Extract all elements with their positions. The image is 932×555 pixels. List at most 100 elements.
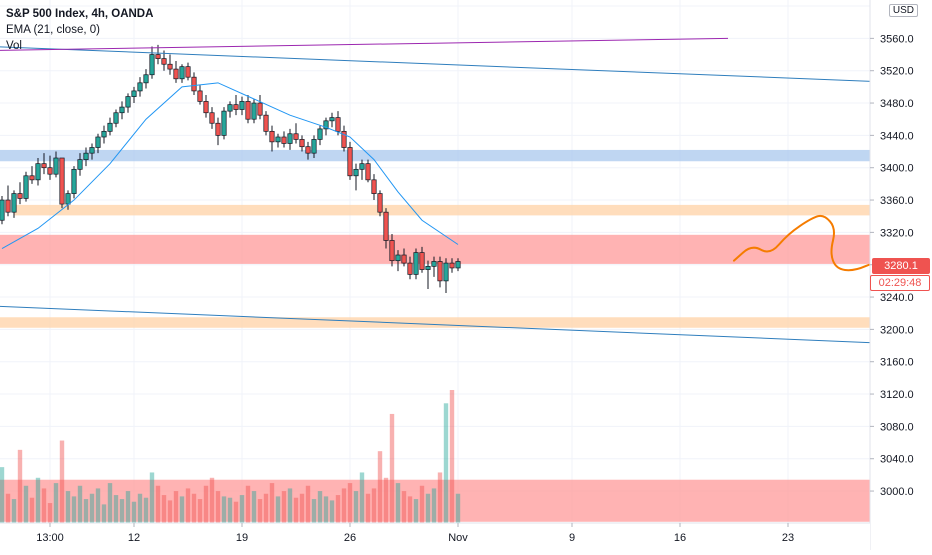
candle-body xyxy=(383,211,389,241)
volume-bar xyxy=(401,491,407,523)
zone-rect xyxy=(0,149,870,162)
volume-bar xyxy=(281,491,287,523)
price-tick-label: 3160.0 xyxy=(880,357,914,369)
price-tick-label: 3320.0 xyxy=(880,227,914,239)
candle-body xyxy=(317,128,323,140)
zone-rect xyxy=(0,234,870,264)
volume-bar xyxy=(221,496,227,523)
legend-symbol[interactable]: S&P 500 Index, 4h, OANDA xyxy=(6,8,154,20)
volume-bar xyxy=(107,483,113,523)
candle-body xyxy=(125,96,131,108)
candle-body xyxy=(305,146,311,154)
price-tick-label: 3240.0 xyxy=(880,292,914,304)
candle-body xyxy=(443,262,449,282)
volume-bar xyxy=(389,413,395,523)
volume-bar xyxy=(407,496,413,523)
volume-bar xyxy=(149,472,155,523)
volume-bar xyxy=(137,493,143,523)
time-tick-label: 23 xyxy=(782,532,794,544)
candle-body xyxy=(47,167,53,175)
candle-body xyxy=(371,179,377,194)
volume-bar xyxy=(245,485,251,523)
time-tick-label: 19 xyxy=(236,532,248,544)
candle-body xyxy=(17,193,23,199)
volume-bar xyxy=(35,477,41,523)
volume-bar xyxy=(155,485,161,523)
candle-body xyxy=(323,120,329,130)
candle-body xyxy=(89,147,95,154)
legend-ema[interactable]: EMA (21, close, 0) xyxy=(6,24,100,36)
candle-body xyxy=(251,102,257,120)
candle-body xyxy=(143,74,149,84)
price-tick-label: 3440.0 xyxy=(880,130,914,142)
volume-bar xyxy=(17,449,23,523)
candle-body xyxy=(395,254,401,262)
trend-line xyxy=(0,37,729,51)
volume-bar xyxy=(425,493,431,523)
candle-body xyxy=(437,261,443,282)
candle-body xyxy=(131,90,137,97)
volume-bar xyxy=(95,488,101,523)
candle-body xyxy=(71,168,77,194)
price-tick-label: 3480.0 xyxy=(880,98,914,110)
candle-body xyxy=(401,254,407,264)
candle-body xyxy=(53,157,59,175)
candle-body xyxy=(299,139,305,148)
volume-bar xyxy=(41,488,47,523)
candle-body xyxy=(65,193,71,205)
volume-bar xyxy=(29,497,35,523)
price-tick-label: 3560.0 xyxy=(880,33,914,45)
candle-body xyxy=(221,110,227,136)
trend-line xyxy=(0,46,932,85)
volume-bar xyxy=(143,497,149,523)
volume-bar xyxy=(293,497,299,523)
volume-bar xyxy=(335,495,341,523)
candle-body xyxy=(239,101,245,110)
candle-body xyxy=(161,58,167,65)
candle-body xyxy=(113,112,119,124)
candle-body xyxy=(77,159,83,170)
volume-bar xyxy=(371,488,377,523)
candle-body xyxy=(101,130,107,138)
volume-bar xyxy=(203,485,209,523)
volume-bar xyxy=(179,496,185,523)
time-axis: 13:00 12 19 26 Nov 9 16 23 xyxy=(0,522,870,550)
volume-bar xyxy=(89,493,95,523)
volume-bar xyxy=(365,493,371,523)
candle-body xyxy=(203,101,209,114)
time-tick-label: 13:00 xyxy=(36,532,64,544)
zone-rect xyxy=(0,479,870,522)
volume-bar xyxy=(11,499,17,523)
candle-body xyxy=(179,66,185,80)
price-tick-label: 3400.0 xyxy=(880,163,914,175)
volume-bar xyxy=(275,496,281,523)
candle-body xyxy=(191,76,197,92)
candle-body xyxy=(263,114,269,132)
price-tick-label: 3200.0 xyxy=(880,324,914,336)
candle-body xyxy=(257,102,263,116)
candle-body xyxy=(5,199,11,213)
currency-badge[interactable]: USD xyxy=(888,4,918,17)
candle-body xyxy=(389,240,395,262)
candle-body xyxy=(59,157,65,205)
candle-body xyxy=(209,112,215,124)
candle-body xyxy=(233,104,239,110)
legend-vol[interactable]: Vol xyxy=(6,40,22,52)
volume-bar xyxy=(311,499,317,523)
candle-body xyxy=(149,54,155,76)
time-tick-label: 9 xyxy=(569,532,575,544)
volume-bar xyxy=(131,501,137,523)
candle-body xyxy=(107,122,113,132)
candle-body xyxy=(173,68,179,80)
volume-bar xyxy=(257,499,263,523)
volume-bar xyxy=(347,483,353,523)
candle-body xyxy=(29,175,35,181)
candle-body xyxy=(0,199,5,221)
price-tick-label: 3360.0 xyxy=(880,195,914,207)
volume-bar xyxy=(215,491,221,523)
volume-bar xyxy=(113,495,119,523)
candle-body xyxy=(95,136,101,148)
volume-bar xyxy=(167,500,173,523)
